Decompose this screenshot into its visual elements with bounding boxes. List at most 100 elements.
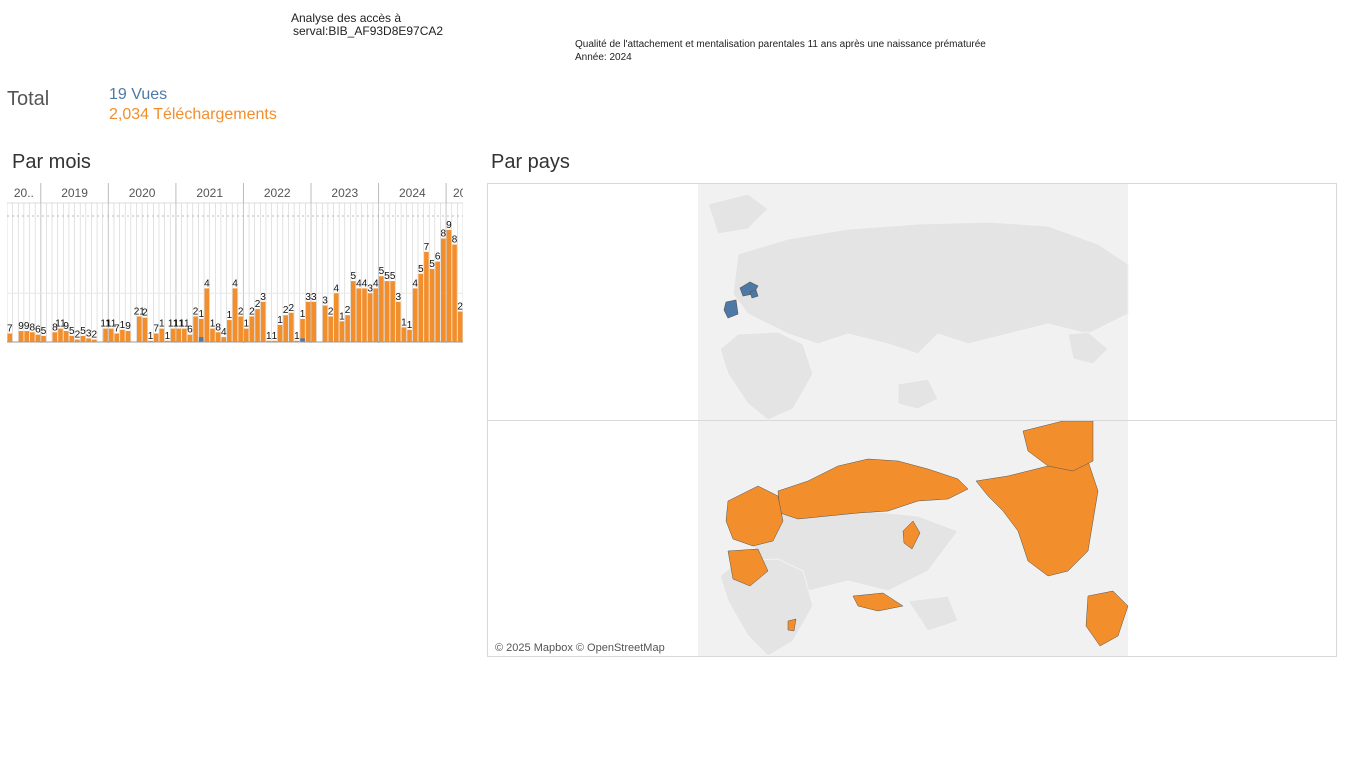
year-label: 20.. bbox=[453, 186, 463, 200]
bar-data-label: 1 bbox=[159, 319, 165, 330]
bar-data-label: 8 bbox=[30, 322, 36, 333]
downloads-bar bbox=[334, 293, 339, 342]
map-attribution: © 2025 Mapbox © OpenStreetMap bbox=[495, 642, 665, 654]
downloads-bar bbox=[412, 288, 418, 342]
downloads-bar bbox=[283, 315, 288, 342]
bar-data-label: 11 bbox=[179, 319, 190, 330]
downloads-bar bbox=[232, 288, 238, 342]
downloads-map[interactable]: © 2025 Mapbox © OpenStreetMap bbox=[488, 421, 1336, 656]
country-map[interactable]: © 2025 Mapbox © OpenStreetMap bbox=[487, 183, 1337, 657]
downloads-bar bbox=[170, 328, 176, 342]
bar-data-label: 3 bbox=[367, 283, 373, 294]
bar-data-label: 9 bbox=[446, 220, 452, 231]
downloads-country-russia bbox=[777, 458, 969, 520]
bar-data-label: 1 bbox=[407, 320, 413, 331]
publication-title: Qualité de l'attachement et mentalisatio… bbox=[575, 39, 986, 50]
bar-data-label: 8 bbox=[215, 322, 221, 333]
bar-data-label: 5 bbox=[390, 271, 396, 282]
downloads-bar bbox=[120, 329, 125, 342]
downloads-bar bbox=[373, 288, 379, 342]
bar-data-label: 5 bbox=[384, 271, 390, 282]
bar-data-label: 1 bbox=[272, 331, 278, 342]
downloads-bar bbox=[215, 332, 221, 342]
downloads-bar bbox=[103, 328, 108, 342]
downloads-bar bbox=[424, 251, 429, 342]
downloads-bar bbox=[142, 317, 148, 342]
bar-data-label: 5 bbox=[379, 266, 385, 277]
publication-info: Qualité de l'attachement et mentalisatio… bbox=[575, 38, 986, 64]
downloads-bar bbox=[401, 327, 407, 342]
bar-data-label: 1 bbox=[165, 331, 171, 342]
downloads-country-greenland bbox=[1022, 421, 1094, 472]
views-map[interactable] bbox=[488, 184, 1336, 420]
bar-data-label: 6 bbox=[435, 252, 441, 263]
downloads-bar bbox=[266, 340, 272, 342]
downloads-bar bbox=[75, 339, 80, 342]
bar-data-label: 2 bbox=[255, 299, 261, 310]
downloads-bar bbox=[379, 276, 384, 342]
downloads-bar bbox=[243, 328, 249, 342]
bar-data-label: 3 bbox=[305, 292, 311, 303]
bar-data-label: 7 bbox=[153, 323, 159, 334]
year-label: 20.. bbox=[14, 186, 34, 200]
year-label: 2024 bbox=[399, 186, 426, 200]
downloads-bar bbox=[457, 311, 463, 342]
bar-data-label: 4 bbox=[204, 278, 210, 289]
bar-data-label: 4 bbox=[373, 278, 379, 289]
bar-data-label: 4 bbox=[356, 278, 362, 289]
bar-data-label: 1 bbox=[148, 331, 154, 342]
downloads-bar bbox=[407, 329, 412, 342]
year-label: 2022 bbox=[264, 186, 291, 200]
bar-data-label: 9 bbox=[18, 321, 24, 332]
downloads-bar bbox=[322, 305, 328, 342]
downloads-bar bbox=[446, 229, 452, 342]
bar-data-label: 2 bbox=[457, 302, 463, 313]
bar-data-label: 2 bbox=[142, 308, 148, 319]
bar-data-label: 5 bbox=[350, 271, 356, 282]
publication-year: Année: 2024 bbox=[575, 52, 632, 63]
downloads-bar bbox=[114, 333, 120, 342]
bar-data-label: 3 bbox=[311, 292, 317, 303]
bar-data-label: 1 bbox=[120, 320, 126, 331]
downloads-bar bbox=[210, 328, 215, 342]
downloads-bar bbox=[41, 335, 46, 342]
year-label: 2020 bbox=[129, 186, 156, 200]
downloads-bar bbox=[193, 316, 198, 342]
downloads-bar bbox=[136, 316, 142, 342]
bar-data-label: 1 bbox=[227, 310, 233, 321]
downloads-bar bbox=[305, 301, 311, 342]
downloads-bar bbox=[198, 318, 204, 342]
downloads-bar bbox=[384, 281, 390, 342]
downloads-bar bbox=[204, 288, 210, 342]
downloads-bar bbox=[395, 301, 401, 342]
bar-data-label: 2 bbox=[328, 306, 334, 317]
monthly-chart[interactable]: 20..20192020202120222023202420..79986581… bbox=[7, 183, 463, 343]
downloads-bar bbox=[367, 293, 373, 342]
bar-data-label: 6 bbox=[187, 325, 193, 336]
downloads-bar bbox=[328, 316, 334, 342]
bar-data-label: 4 bbox=[221, 327, 227, 338]
bar-data-label: 9 bbox=[125, 321, 131, 332]
bar-data-label: 2 bbox=[75, 330, 81, 341]
bar-data-label: 5 bbox=[80, 326, 86, 337]
analysis-title: Analyse des accès à bbox=[291, 11, 402, 25]
downloads-bar bbox=[294, 340, 300, 342]
bar-data-label: 1 bbox=[277, 315, 283, 326]
bar-data-label: 2 bbox=[345, 305, 351, 316]
downloads-bar bbox=[390, 281, 395, 342]
downloads-countries[interactable] bbox=[725, 421, 1129, 647]
downloads-bar bbox=[69, 335, 75, 342]
downloads-bar bbox=[238, 316, 243, 342]
downloads-bar bbox=[24, 331, 30, 342]
downloads-bar bbox=[148, 340, 153, 342]
downloads-bar bbox=[249, 316, 255, 342]
downloads-bar bbox=[429, 268, 435, 342]
bar-data-label: 5 bbox=[41, 326, 47, 337]
bar-data-label: 11 bbox=[55, 319, 66, 330]
bar-data-label: 1 bbox=[300, 309, 306, 320]
downloads-country-small bbox=[787, 618, 797, 632]
views-country-switzerland[interactable] bbox=[723, 281, 759, 319]
downloads-bar bbox=[80, 335, 86, 342]
bar-data-label: 8 bbox=[441, 228, 447, 239]
downloads-bar bbox=[350, 281, 356, 342]
